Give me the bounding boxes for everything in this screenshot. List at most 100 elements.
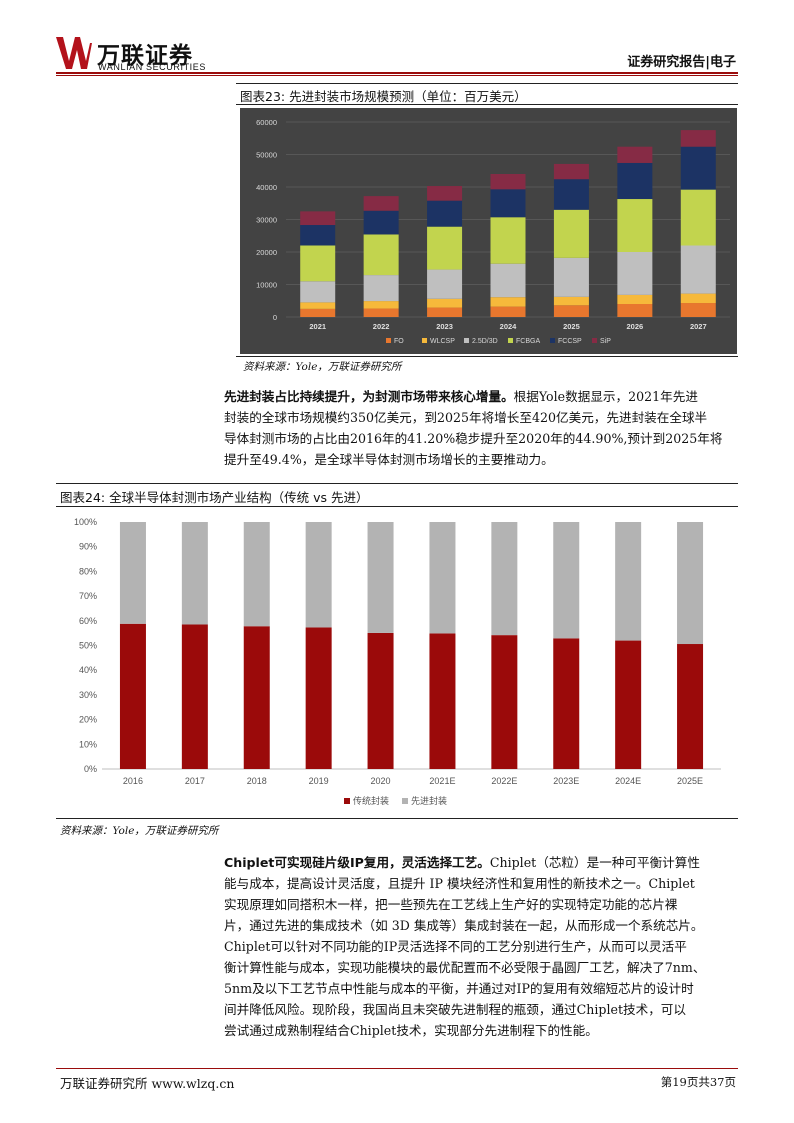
paragraph-line: 衡计算性能与成本，实现功能模块的最优配置而不必受限于晶圆厂工艺，解决了7nm、 — [224, 960, 706, 975]
x-tick-label: 2026 — [627, 322, 644, 331]
paragraph-lead: 先进封装占比持续提升，为封测市场带来核心增量。 — [224, 389, 514, 404]
x-tick-label: 2018 — [247, 776, 267, 786]
y-tick-label: 20% — [79, 715, 97, 725]
legend-label: WLCSP — [430, 338, 455, 345]
bar-segment — [617, 199, 653, 252]
legend-swatch — [592, 338, 597, 343]
bar-segment — [367, 632, 394, 769]
bar-segment — [490, 189, 526, 218]
paragraph-line: 能与成本，提高设计灵活度，且提升 IP 模块经济性和复用性的新技术之一。Chip… — [224, 876, 695, 891]
bar-segment — [427, 269, 463, 299]
paragraph-line: Chiplet（芯粒）是一种可平衡计算性 — [489, 855, 700, 870]
bar-segment — [553, 179, 589, 210]
legend-swatch — [422, 338, 427, 343]
bar-segment — [491, 635, 518, 769]
bar-segment — [300, 308, 336, 317]
paragraph-line: Chiplet可以针对不同功能的IP灵活选择不同的工艺分别进行生产，从而可以灵活… — [224, 939, 687, 954]
figure24-bottom-rule — [56, 818, 738, 819]
bar-segment — [305, 522, 332, 628]
bar-segment — [617, 146, 653, 163]
bar-segment — [181, 522, 208, 625]
y-tick-label: 60% — [79, 616, 97, 626]
figure23-caption-rule — [236, 104, 738, 105]
figure24-top-rule — [56, 483, 738, 484]
y-tick-label: 40000 — [256, 183, 277, 192]
bar-segment — [300, 211, 336, 226]
bar-segment — [181, 624, 208, 769]
bar-segment — [119, 522, 146, 624]
legend-swatch — [550, 338, 555, 343]
paragraph-line: 实现原理如同搭积木一样，把一些预先在工艺线上生产好的实现特定功能的芯片裸 — [224, 897, 678, 912]
figure24-caption: 图表24: 全球半导体封测市场产业结构（传统 vs 先进） — [60, 490, 369, 505]
bar-segment — [367, 522, 394, 633]
x-tick-label: 2017 — [185, 776, 205, 786]
bar-segment — [617, 252, 653, 295]
x-tick-label: 2022E — [491, 776, 517, 786]
figure23-chart: 0 10000 20000 30000 40000 50000 60000 2021 2022 2… — [240, 108, 737, 354]
legend-swatch — [508, 338, 513, 343]
y-tick-label: 60000 — [256, 118, 277, 127]
report-category: 证券研究报告|电子 — [627, 55, 736, 70]
bar-segment — [680, 303, 716, 317]
x-tick-label: 2023E — [553, 776, 579, 786]
bar-segment — [363, 301, 399, 309]
y-tick-label: 20000 — [256, 248, 277, 257]
paragraph-lead: Chiplet可实现硅片级IP复用，灵活选择工艺。 — [224, 855, 490, 870]
figure24-source: 资料来源：Yole，万联证券研究所 — [60, 825, 219, 837]
bar-segment — [617, 162, 653, 200]
y-tick-label: 0 — [273, 313, 277, 322]
y-tick-label: 30% — [79, 690, 97, 700]
y-tick-label: 70% — [79, 591, 97, 601]
bar-segment — [677, 522, 704, 645]
legend-label: SiP — [600, 338, 611, 345]
paragraph-line: 封装的全球市场规模约350亿美元，到2025年将增长至420亿美元，先进封装在全… — [224, 410, 708, 425]
bar-segment — [553, 296, 589, 306]
bar-segment — [490, 297, 526, 307]
y-tick-label: 90% — [79, 542, 97, 552]
bar-segment — [427, 298, 463, 308]
x-tick-label: 2027 — [690, 322, 707, 331]
bar-segment — [363, 275, 399, 302]
footer-website: 万联证券研究所 www.wlzq.cn — [60, 1076, 235, 1091]
bar-segment — [363, 308, 399, 317]
x-tick-label: 2025E — [677, 776, 703, 786]
y-tick-label: 10% — [79, 739, 97, 749]
figure23-source: 资料来源：Yole，万联证券研究所 — [243, 361, 402, 373]
legend-swatch — [344, 798, 350, 804]
bar-segment — [553, 638, 580, 769]
x-tick-label: 2024 — [500, 322, 518, 331]
legend-label: 先进封装 — [411, 795, 447, 806]
bar-segment — [305, 627, 332, 769]
legend-label: FCBGA — [516, 338, 540, 345]
y-tick-label: 0% — [84, 764, 97, 774]
bar-segment — [490, 217, 526, 264]
bar-segment — [491, 522, 518, 636]
bar-segment — [553, 522, 580, 639]
bar-segment — [300, 302, 336, 309]
paragraph-line: 根据Yole数据显示，2021年先进 — [513, 389, 698, 404]
bar-segment — [490, 174, 526, 190]
bar-segment — [680, 245, 716, 294]
x-tick-label: 2024E — [615, 776, 641, 786]
bar-segment — [615, 522, 642, 641]
bar-segment — [363, 196, 399, 211]
bar-segment — [680, 146, 716, 190]
logo-text: 万联证券 — [97, 43, 193, 69]
bar-segment — [680, 189, 716, 246]
y-tick-label: 40% — [79, 665, 97, 675]
y-tick-label: 80% — [79, 566, 97, 576]
figure24-caption-rule — [56, 506, 738, 507]
bar-segment — [553, 209, 589, 258]
bar-segment — [300, 281, 336, 303]
bar-segment — [243, 626, 270, 769]
bar-segment — [427, 186, 463, 201]
paragraph-chiplet: Chiplet可实现硅片级IP复用，灵活选择工艺。Chiplet（芯粒）是一种可… — [224, 852, 738, 1041]
bar-segment — [300, 245, 336, 282]
paragraph-line: 片，通过先进的集成技术（如 3D 集成等）集成封装在一起，从而形成一个系统芯片。 — [224, 918, 704, 933]
legend-swatch — [402, 798, 408, 804]
bar-segment — [617, 294, 653, 304]
bar-segment — [677, 644, 704, 769]
figure23-top-rule — [236, 83, 738, 84]
bar-segment — [429, 633, 456, 769]
paragraph-line: 提升至49.4%，是全球半导体封测市场增长的主要推动力。 — [224, 452, 554, 467]
